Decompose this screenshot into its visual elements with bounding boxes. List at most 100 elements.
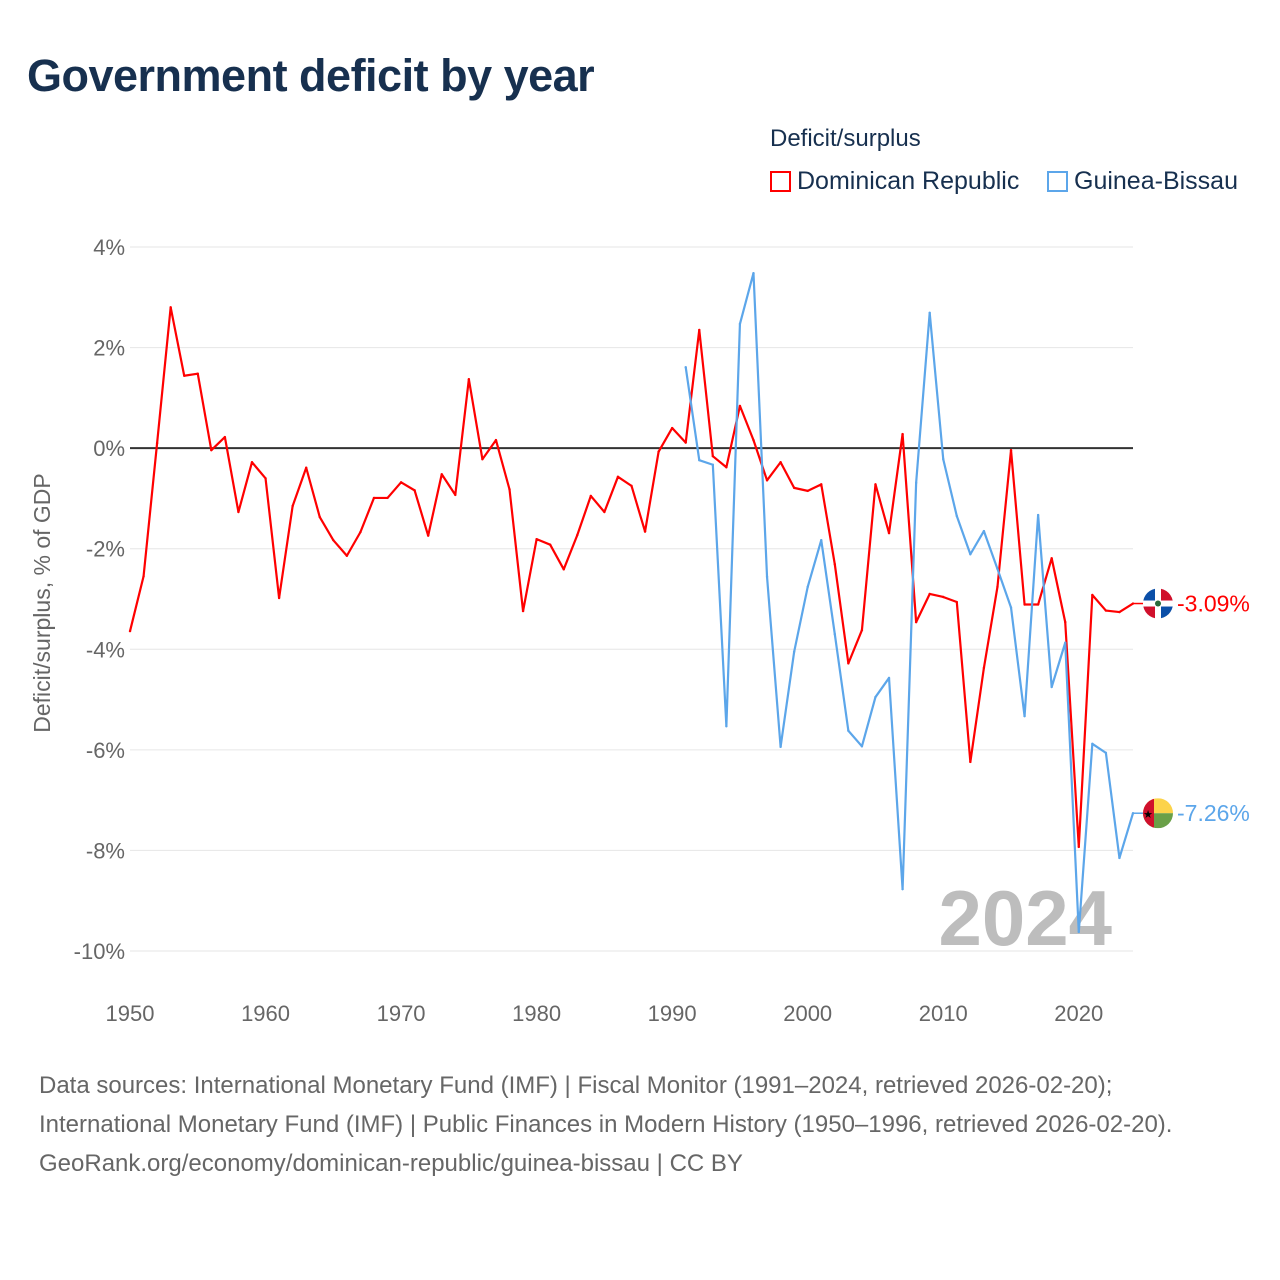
data-point	[765, 479, 769, 482]
data-point	[711, 463, 715, 466]
data-point	[305, 466, 308, 469]
data-point	[684, 365, 687, 369]
data-point	[521, 609, 525, 613]
data-point	[467, 378, 471, 381]
data-point	[711, 454, 715, 458]
footer: Data sources: International Monetary Fun…	[39, 1066, 1239, 1183]
y-tick-label: -10%	[74, 939, 125, 964]
legend-title: Deficit/surplus	[770, 125, 921, 152]
data-point	[942, 595, 945, 599]
year-watermark: 2024	[938, 874, 1112, 962]
data-point	[1118, 856, 1121, 860]
legend-item-dominican-republic[interactable]: Dominican Republic	[770, 167, 1019, 196]
data-point	[1118, 610, 1121, 614]
data-point	[820, 483, 823, 486]
series-line-guinea-bissau[interactable]	[684, 272, 1135, 933]
legend-label: Guinea-Bissau	[1074, 167, 1238, 195]
guinea-bissau-flag-icon: ★	[1143, 798, 1173, 829]
data-point	[928, 592, 931, 596]
data-point	[684, 441, 687, 444]
data-point	[277, 596, 281, 600]
data-point	[1050, 685, 1053, 689]
y-tick-label: -6%	[86, 738, 125, 763]
data-point	[670, 426, 674, 430]
data-point	[806, 585, 809, 589]
y-tick-label: 2%	[93, 336, 125, 361]
data-point	[874, 483, 877, 486]
data-point	[318, 515, 321, 519]
data-point	[264, 477, 267, 480]
legend-swatch	[1047, 171, 1068, 192]
data-point	[1091, 593, 1094, 597]
data-point	[738, 322, 742, 326]
data-point	[792, 650, 796, 653]
x-tick-label: 1990	[648, 1001, 697, 1026]
data-point	[291, 504, 294, 508]
data-point	[1036, 513, 1040, 517]
data-point	[603, 510, 606, 514]
dominican-republic-flag-icon	[1143, 588, 1173, 619]
data-point	[142, 575, 145, 578]
data-point	[643, 530, 647, 533]
data-point	[372, 496, 376, 500]
x-tick-label: 1950	[106, 1001, 155, 1026]
data-point	[630, 484, 633, 488]
data-point	[982, 529, 986, 533]
data-point	[413, 489, 416, 492]
data-sources: Data sources: International Monetary Fun…	[39, 1072, 1173, 1138]
data-point	[1023, 603, 1026, 606]
data-point	[860, 745, 864, 748]
data-point	[508, 488, 511, 491]
data-point	[738, 404, 742, 408]
data-point	[562, 568, 565, 571]
data-point	[196, 372, 199, 375]
data-point	[128, 629, 132, 633]
data-point	[399, 481, 403, 484]
data-point	[982, 666, 986, 670]
data-point	[657, 450, 660, 453]
data-point	[169, 306, 172, 309]
data-point	[616, 475, 620, 479]
data-point	[969, 553, 972, 556]
data-point	[1036, 603, 1040, 606]
y-tick-label: -2%	[86, 537, 125, 562]
data-point	[942, 458, 945, 461]
legend-swatch	[770, 171, 791, 192]
data-point	[589, 494, 593, 498]
data-point	[548, 543, 552, 546]
x-tick-label: 1960	[241, 1001, 290, 1026]
svg-text:★: ★	[1143, 809, 1153, 821]
series-line-dominican-republic[interactable]	[128, 306, 1134, 849]
data-point	[833, 563, 837, 566]
data-point	[454, 493, 457, 497]
data-point	[535, 537, 538, 541]
legend-item-guinea-bissau[interactable]: Guinea-Bissau	[1047, 167, 1238, 196]
data-point	[725, 466, 728, 469]
data-point	[901, 432, 904, 436]
data-point	[1077, 845, 1080, 849]
data-point	[874, 695, 877, 699]
data-point	[806, 489, 809, 493]
credit-link[interactable]: GeoRank.org/economy/dominican-republic/g…	[39, 1150, 743, 1177]
data-point	[820, 538, 823, 542]
data-point	[914, 620, 918, 624]
data-point	[1064, 641, 1067, 644]
data-point	[765, 575, 769, 579]
x-tick-label: 2000	[783, 1001, 832, 1026]
y-tick-label: 4%	[93, 235, 125, 260]
data-point	[969, 760, 972, 764]
data-point	[996, 567, 999, 571]
data-point	[210, 448, 213, 452]
y-axis-label: Deficit/surplus, % of GDP	[29, 473, 55, 732]
data-point	[914, 481, 918, 485]
y-tick-label: -4%	[86, 637, 125, 662]
data-point	[860, 628, 864, 632]
data-point	[996, 585, 999, 589]
data-point	[426, 534, 430, 537]
data-point	[847, 662, 850, 665]
data-point	[576, 533, 579, 537]
data-point	[779, 461, 782, 464]
data-point	[237, 510, 240, 514]
data-point	[887, 531, 891, 535]
data-point	[928, 311, 931, 315]
